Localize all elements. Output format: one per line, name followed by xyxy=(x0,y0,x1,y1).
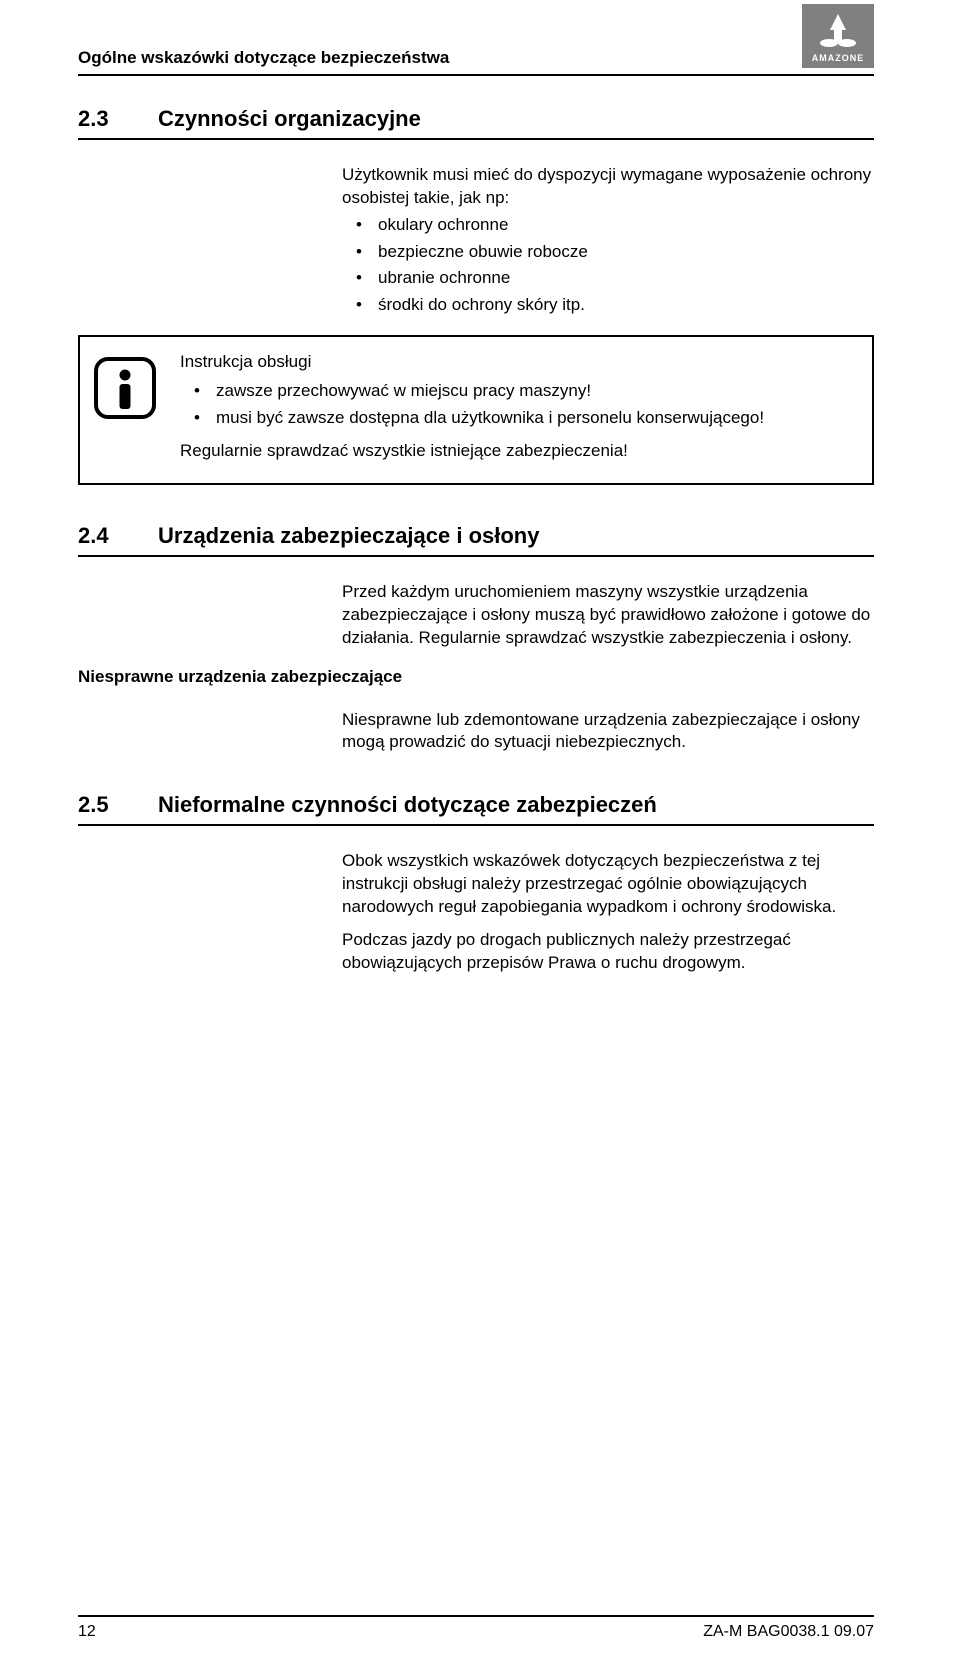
list-item: ubranie ochronne xyxy=(342,267,874,290)
page-footer: 12 ZA-M BAG0038.1 09.07 xyxy=(78,1615,874,1643)
section-title: Urządzenia zabezpieczające i osłony xyxy=(158,521,539,551)
section-number: 2.5 xyxy=(78,790,120,820)
section-number: 2.3 xyxy=(78,104,120,134)
notice-lead: Instrukcja obsługi xyxy=(180,351,850,374)
list-item: bezpieczne obuwie robocze xyxy=(342,241,874,264)
body-text: Obok wszystkich wskazówek dotyczących be… xyxy=(342,850,874,919)
ppe-list: okulary ochronne bezpieczne obuwie roboc… xyxy=(342,214,874,318)
section-heading-2-5: 2.5 Nieformalne czynności dotyczące zabe… xyxy=(78,790,874,826)
section-title: Czynności organizacyjne xyxy=(158,104,421,134)
notice-tail: Regularnie sprawdzać wszystkie istniejąc… xyxy=(180,440,850,463)
section-number: 2.4 xyxy=(78,521,120,551)
notice-box: Instrukcja obsługi zawsze przechowywać w… xyxy=(78,335,874,485)
list-item: zawsze przechowywać w miejscu pracy masz… xyxy=(180,380,850,403)
page-number: 12 xyxy=(78,1621,96,1643)
section-2-5-body: Obok wszystkich wskazówek dotyczących be… xyxy=(342,850,874,975)
section-heading-2-3: 2.3 Czynności organizacyjne xyxy=(78,104,874,140)
notice-list: zawsze przechowywać w miejscu pracy masz… xyxy=(180,380,850,430)
logo-text: AMAZONE xyxy=(812,52,865,64)
notice-content: Instrukcja obsługi zawsze przechowywać w… xyxy=(180,351,850,469)
section-2-4-sub-body: Niesprawne lub zdemontowane urządzenia z… xyxy=(342,709,874,755)
section-title: Nieformalne czynności dotyczące zabezpie… xyxy=(158,790,657,820)
body-text: Przed każdym uruchomieniem maszyny wszys… xyxy=(342,581,874,650)
spreader-icon xyxy=(818,12,858,48)
list-item: środki do ochrony skóry itp. xyxy=(342,294,874,317)
document-page: Ogólne wskazówki dotyczące bezpieczeństw… xyxy=(0,0,960,1025)
running-title: Ogólne wskazówki dotyczące bezpieczeństw… xyxy=(78,47,449,70)
subsection-heading: Niesprawne urządzenia zabezpieczające xyxy=(78,666,874,689)
brand-logo: AMAZONE xyxy=(802,4,874,68)
list-item: okulary ochronne xyxy=(342,214,874,237)
page-header: Ogólne wskazówki dotyczące bezpieczeństw… xyxy=(78,34,874,76)
section-heading-2-4: 2.4 Urządzenia zabezpieczające i osłony xyxy=(78,521,874,557)
intro-text: Użytkownik musi mieć do dyspozycji wymag… xyxy=(342,164,874,210)
body-text: Niesprawne lub zdemontowane urządzenia z… xyxy=(342,709,874,755)
section-2-4-body: Przed każdym uruchomieniem maszyny wszys… xyxy=(342,581,874,650)
caution-icon xyxy=(94,357,156,419)
section-2-3-body: Użytkownik musi mieć do dyspozycji wymag… xyxy=(342,164,874,318)
body-text: Podczas jazdy po drogach publicznych nal… xyxy=(342,929,874,975)
doc-reference: ZA-M BAG0038.1 09.07 xyxy=(703,1621,874,1643)
list-item: musi być zawsze dostępna dla użytkownika… xyxy=(180,407,850,430)
logo-inner: AMAZONE xyxy=(802,4,874,64)
